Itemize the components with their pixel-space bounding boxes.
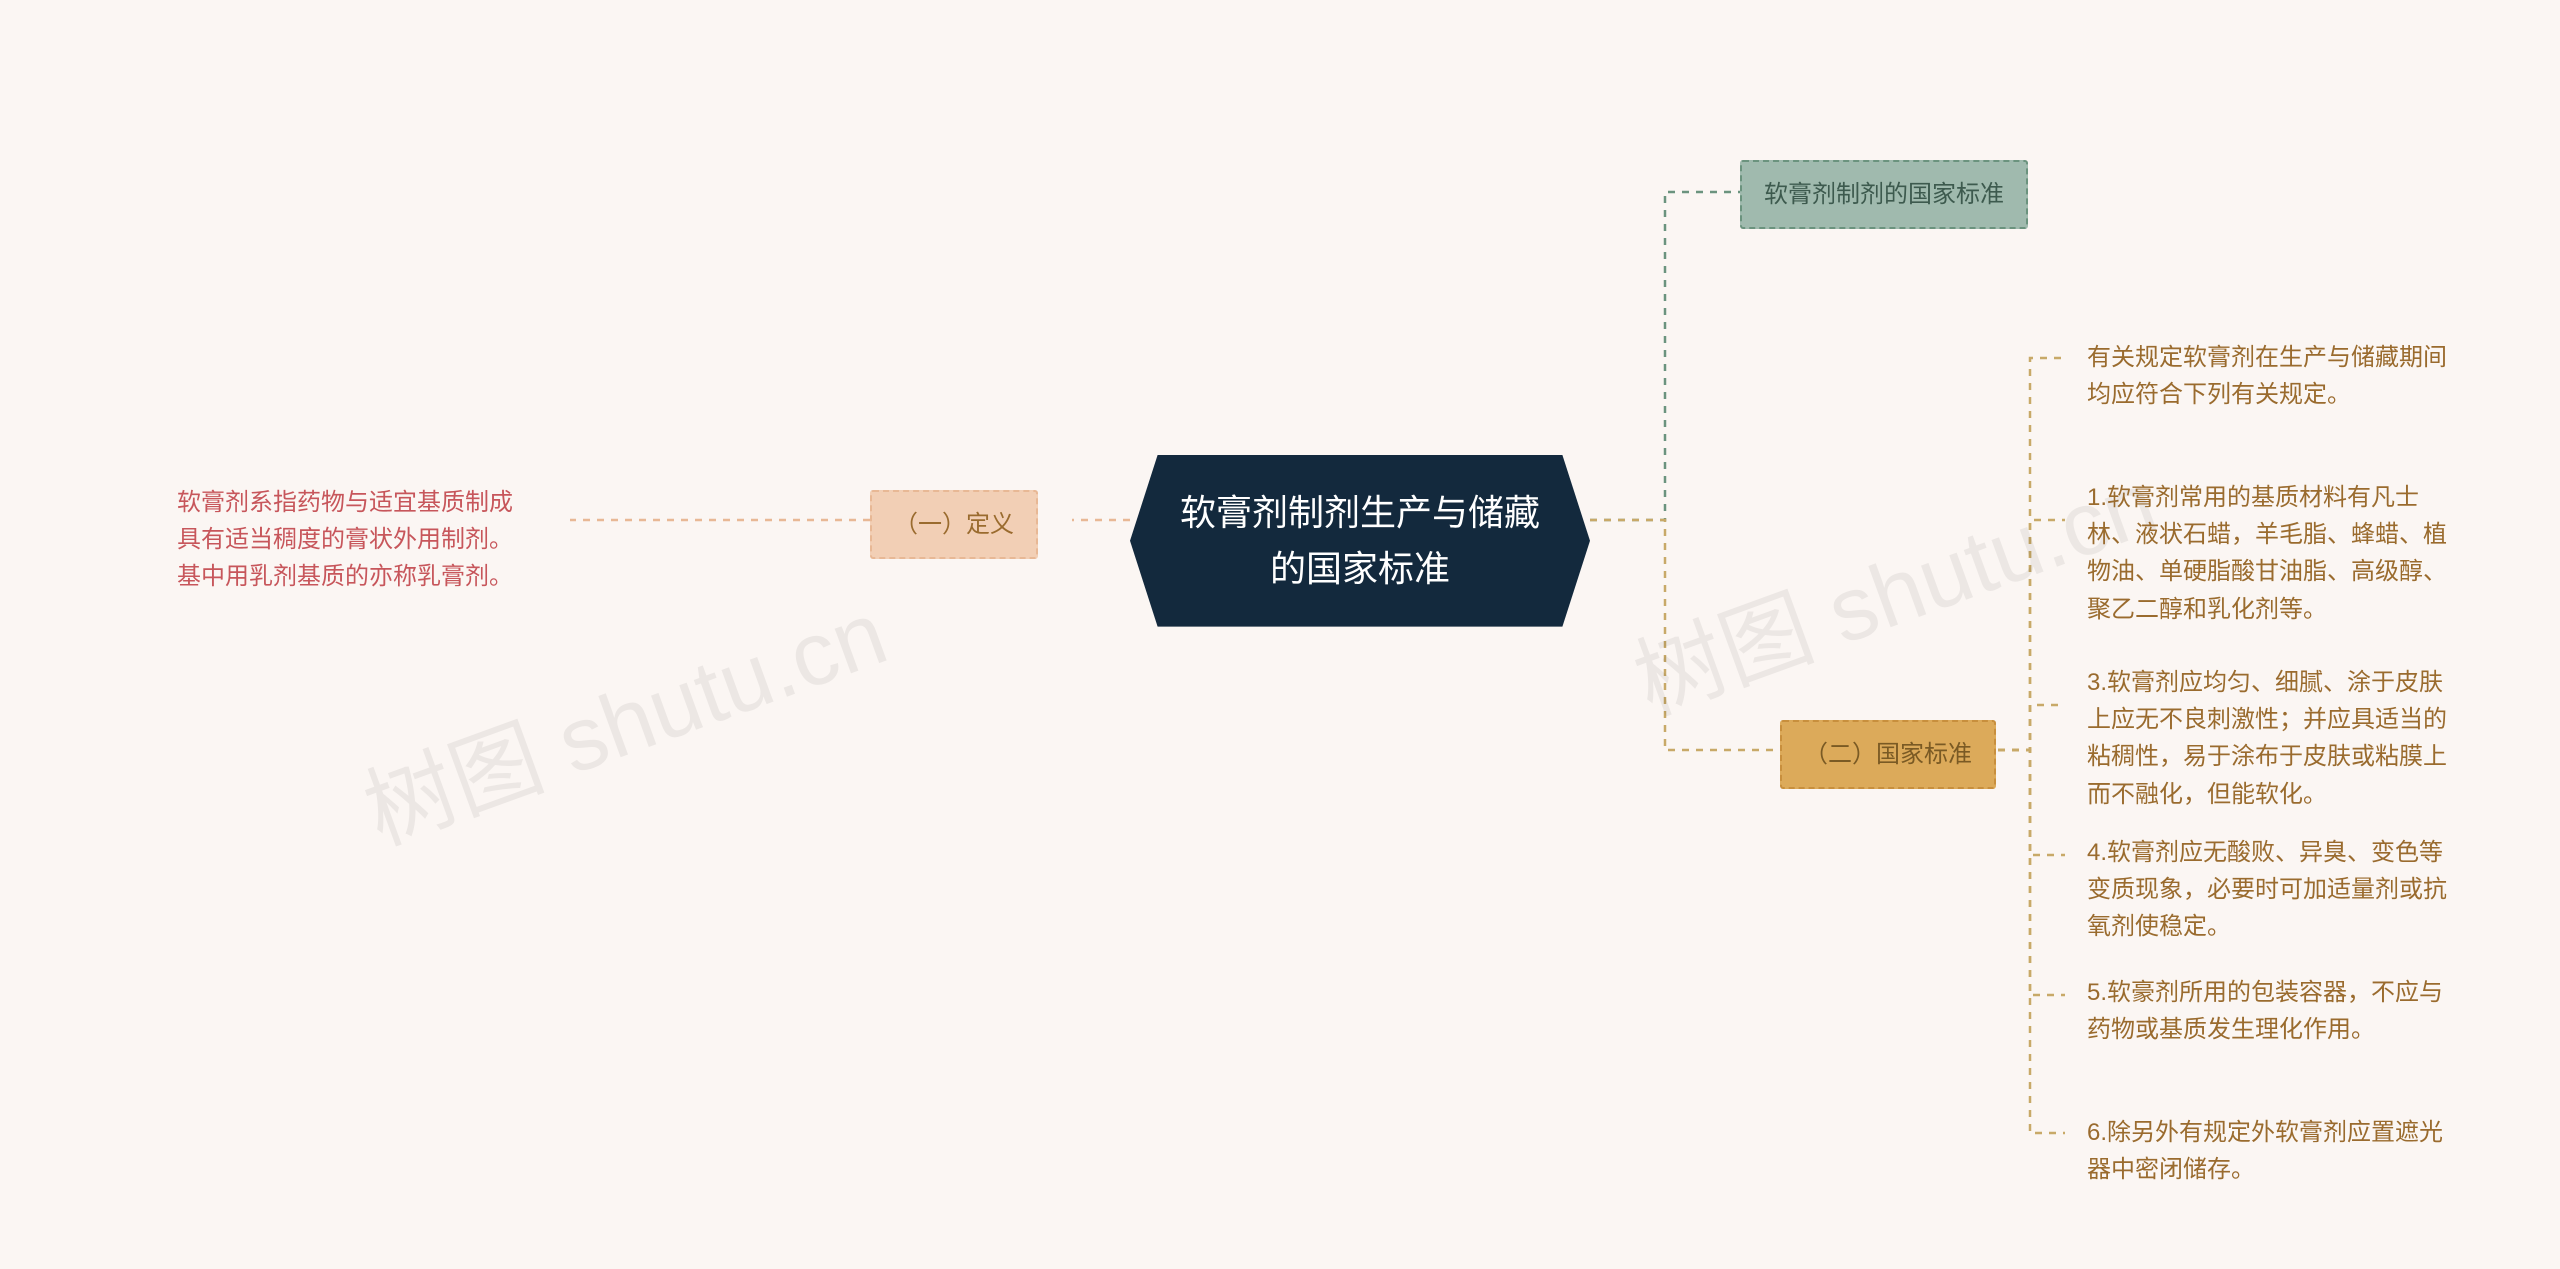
node-definition-detail: 软膏剂系指药物与适宜基质制成具有适当稠度的膏状外用制剂。基中用乳剂基质的亦称乳膏… bbox=[155, 470, 555, 610]
node-definition[interactable]: （一）定义 bbox=[870, 490, 1038, 559]
standard-detail-0: 有关规定软膏剂在生产与储藏期间均应符合下列有关规定。 bbox=[2065, 325, 2485, 427]
node-national-standard-title[interactable]: 软膏剂制剂的国家标准 bbox=[1740, 160, 2028, 229]
standard-detail-1: 1.软膏剂常用的基质材料有凡士林、液状石蜡，羊毛脂、蜂蜡、植物油、单硬脂酸甘油脂… bbox=[2065, 465, 2485, 642]
root-node[interactable]: 软膏剂制剂生产与储藏的国家标准 bbox=[1130, 455, 1590, 627]
standard-detail-3: 4.软膏剂应无酸败、异臭、变色等变质现象，必要时可加适量剂或抗氧剂使稳定。 bbox=[2065, 820, 2485, 960]
standard-detail-5: 6.除另外有规定外软膏剂应置遮光器中密闭储存。 bbox=[2065, 1100, 2485, 1202]
standard-detail-2: 3.软膏剂应均匀、细腻、涂于皮肤上应无不良刺激性；并应具适当的粘稠性，易于涂布于… bbox=[2065, 650, 2485, 827]
node-national-standard[interactable]: （二）国家标准 bbox=[1780, 720, 1996, 789]
standard-detail-4: 5.软豪剂所用的包装容器，不应与药物或基质发生理化作用。 bbox=[2065, 960, 2485, 1062]
